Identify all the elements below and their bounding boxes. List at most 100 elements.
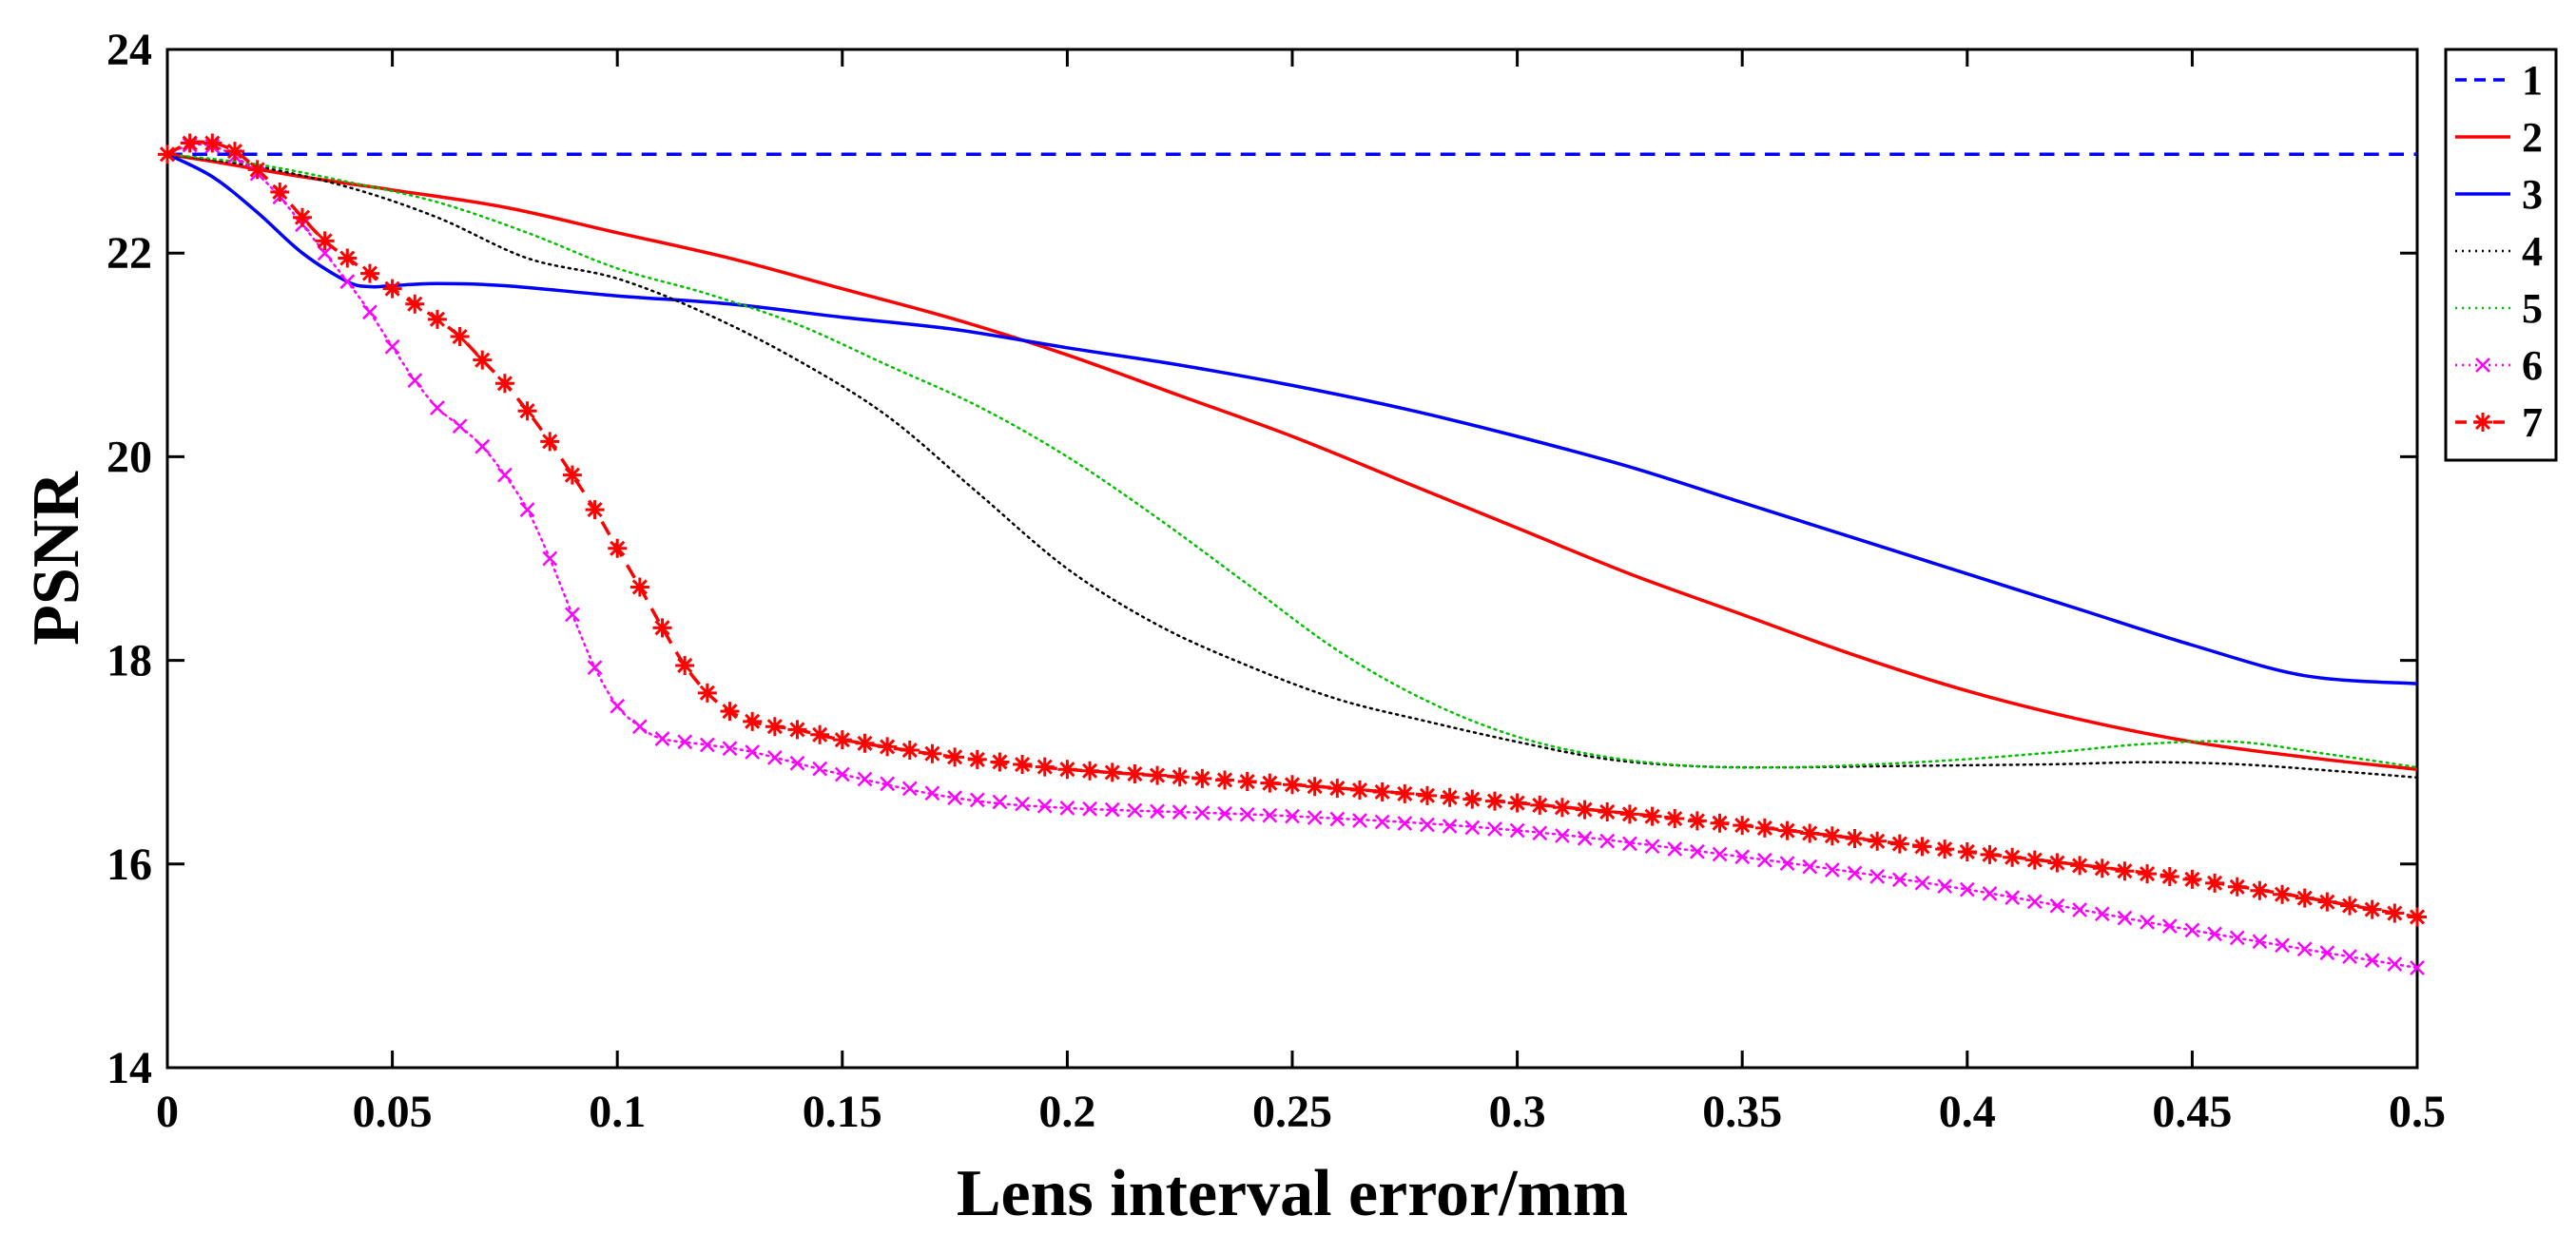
series-7-marker	[2047, 853, 2067, 873]
series-7-marker	[1889, 834, 1909, 854]
series-7-marker	[810, 724, 830, 744]
series-7-marker	[1462, 789, 1482, 809]
series-6-marker	[1779, 856, 1795, 872]
series-7-marker	[2115, 861, 2135, 881]
series-7-marker	[1507, 793, 1527, 813]
series-6-marker	[384, 338, 400, 355]
series-7-marker	[2138, 864, 2158, 884]
x-tick-label: 0.25	[1252, 1087, 1332, 1137]
series-6-marker	[654, 731, 670, 746]
plot-frame	[165, 48, 2419, 1070]
series-6-marker	[2072, 902, 2087, 917]
series-2	[166, 152, 2418, 771]
legend-label: 5	[2522, 285, 2543, 332]
series-6-marker	[1307, 810, 1323, 825]
series-7-marker	[1598, 801, 1617, 821]
series-6-marker	[1374, 814, 1390, 830]
series-6-marker	[2275, 937, 2290, 954]
series-6-marker	[564, 607, 580, 623]
series-7-marker	[787, 720, 807, 740]
series-6-marker	[1869, 868, 1886, 884]
series-7-marker	[1305, 777, 1325, 797]
legend-label: 7	[2522, 399, 2543, 446]
series-6-marker	[2410, 960, 2425, 975]
y-axis-title: PSNR	[20, 471, 93, 646]
series-7-marker	[359, 263, 379, 283]
series-7	[158, 133, 2427, 927]
series-5-line	[165, 153, 2419, 769]
series-7-marker	[180, 133, 200, 153]
series-6-marker	[901, 781, 918, 797]
x-tick-label: 0.1	[589, 1087, 646, 1137]
series-7-marker	[652, 618, 672, 638]
x-tick-label: 0.45	[2152, 1087, 2232, 1137]
series-6-marker	[1397, 816, 1413, 831]
series-6-marker	[475, 438, 491, 454]
series-6-marker	[1239, 806, 1255, 822]
series-6-marker	[1622, 836, 1637, 852]
series-7-marker	[1148, 765, 1168, 785]
series-7-marker	[2003, 847, 2023, 867]
series-6-marker	[2387, 956, 2403, 972]
series-7-marker	[585, 500, 605, 520]
series-6-marker	[1059, 801, 1075, 816]
series-7-marker	[720, 702, 740, 722]
series-6-marker	[1644, 839, 1660, 855]
x-axis: 0 0.05 0.1 0.15 0.2 0.25 0.3 0.35 0.4 0.45 0.5	[156, 49, 2446, 1137]
legend-item-4: 4	[2455, 228, 2543, 275]
series-6-marker	[610, 698, 626, 714]
series-6-marker	[1150, 803, 1165, 820]
series-7-marker	[1665, 809, 1685, 829]
series-7-marker	[1327, 779, 1347, 799]
series-6-marker	[1555, 828, 1570, 843]
series-7-marker	[203, 133, 223, 153]
series-7-marker	[2160, 866, 2179, 886]
series-7-marker	[1080, 761, 1100, 781]
series-6-marker	[1329, 811, 1346, 827]
legend-7-marker	[2473, 413, 2492, 432]
series-7-marker	[158, 145, 177, 164]
series-3	[166, 152, 2418, 685]
series-7-marker	[743, 711, 763, 731]
series-6-marker	[812, 761, 828, 777]
series-6-marker	[1824, 862, 1840, 878]
series-7-marker	[450, 327, 470, 347]
series-6-marker	[699, 737, 715, 753]
series-7-marker	[832, 730, 852, 750]
series-6-marker	[2364, 953, 2380, 969]
series-7-marker	[629, 577, 649, 597]
series-6-marker	[969, 792, 985, 808]
series-7-marker	[540, 432, 560, 452]
series-7-marker	[2182, 869, 2202, 889]
series-7-marker	[1170, 767, 1190, 787]
series-6-marker	[430, 400, 445, 415]
series-6-marker	[1667, 841, 1683, 857]
series-7-marker	[1912, 837, 1932, 857]
series-7-marker	[1800, 823, 1820, 843]
series-7-marker	[270, 182, 290, 202]
x-tick-label: 0.35	[1702, 1087, 1782, 1137]
series-7-marker	[1935, 839, 1955, 859]
series-7-marker	[2024, 850, 2044, 870]
series-6-marker	[1937, 878, 1953, 895]
series-6-marker	[1015, 796, 1030, 812]
series-7-marker	[697, 683, 717, 703]
series-7-marker	[1575, 800, 1595, 820]
series-6-marker	[789, 755, 805, 771]
y-tick-label: 16	[107, 839, 152, 890]
series-7-marker	[1237, 772, 1257, 792]
series-7-marker	[1440, 787, 1460, 807]
series-7-marker	[562, 465, 582, 485]
series-7-marker	[878, 737, 898, 757]
x-tick-label: 0.4	[1939, 1087, 1996, 1137]
series-6-marker	[2207, 926, 2222, 942]
series-7-marker	[1957, 841, 1977, 861]
series-7-marker	[1687, 811, 1707, 831]
series-6-marker	[1599, 833, 1616, 849]
series-7-marker	[2070, 856, 2090, 876]
y-tick-label: 22	[107, 228, 152, 279]
series-6-marker	[1914, 875, 1930, 891]
series-6-marker	[1734, 849, 1751, 865]
series-6-marker	[745, 744, 761, 760]
legend-item-5: 5	[2455, 285, 2543, 332]
